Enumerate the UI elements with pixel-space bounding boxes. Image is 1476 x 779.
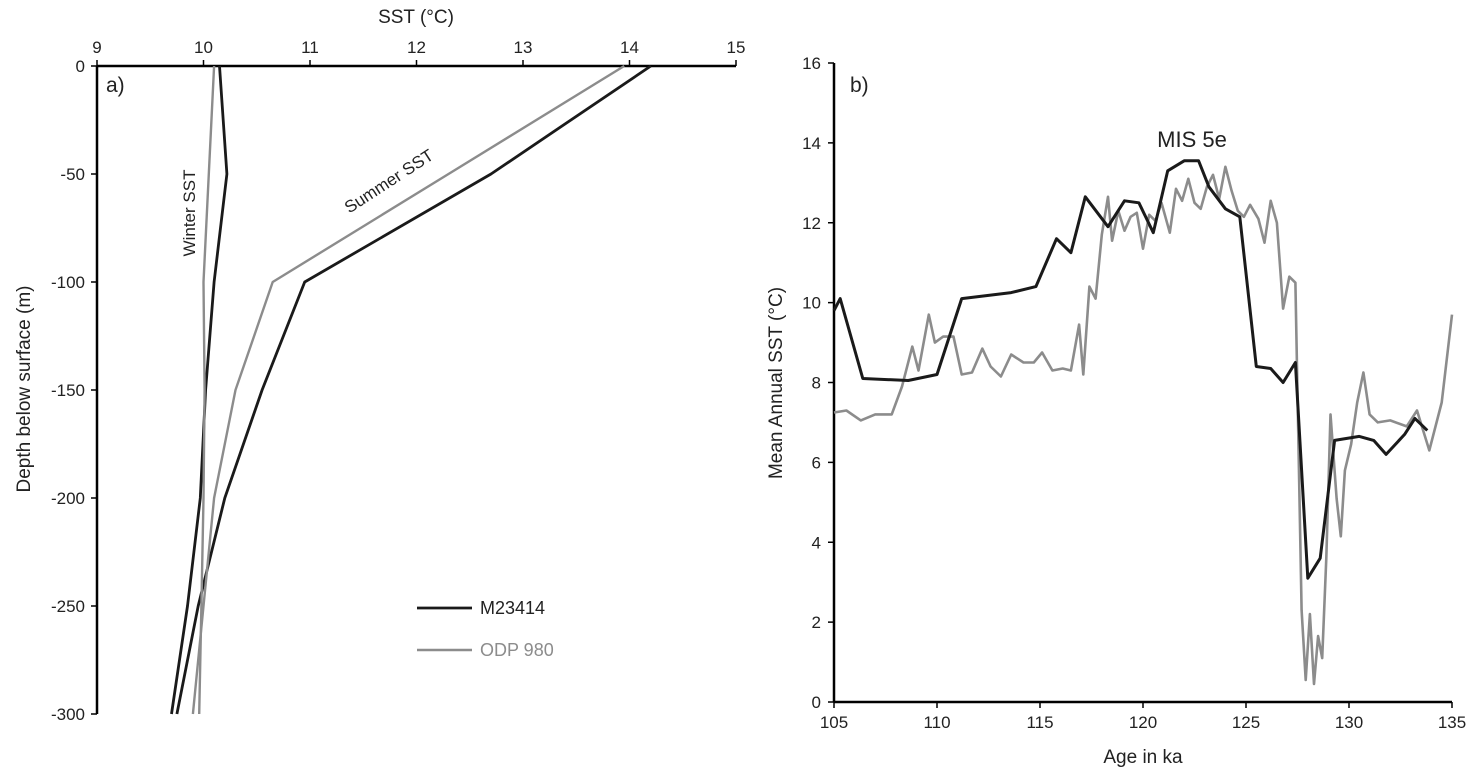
x-tick-label-a: 13 (514, 38, 533, 57)
panel-b-series (832, 159, 1454, 686)
x-tick-label-b: 135 (1438, 713, 1466, 732)
x-tick-label-a: 11 (301, 38, 319, 57)
x-tick-label-b: 110 (923, 713, 950, 732)
legend-label-m23414: M23414 (480, 598, 545, 618)
panel-a-axes: 9 10 11 12 13 14 15 0 -50 -100 -150 -200 -250 -300 (51, 38, 745, 724)
annotation-winter-sst: Winter SST (180, 170, 199, 257)
x-tick-label-b: 120 (1129, 713, 1157, 732)
series-line-m23414-summer-sst (175, 64, 652, 715)
x-tick-label-b: 125 (1232, 713, 1260, 732)
panel-b-time-series: 105 110 115 120 125 130 135 0 2 4 6 8 10 12 14 16 b) MI… (766, 54, 1466, 768)
panel-a-series (170, 64, 652, 715)
x-axis-title-a: SST (°C) (378, 7, 454, 28)
x-tick-label-a: 12 (407, 38, 426, 57)
series-line-m23414 (832, 159, 1429, 580)
series-line-odp980-winter-sst (198, 65, 216, 715)
y-tick-label-b: 12 (802, 214, 821, 233)
y-tick-label-a: -100 (51, 273, 85, 292)
x-tick-label-b: 115 (1026, 713, 1053, 732)
x-tick-label-a: 15 (727, 38, 746, 57)
x-tick-label-b: 105 (820, 713, 848, 732)
y-tick-label-b: 0 (812, 693, 821, 712)
y-tick-label-b: 2 (812, 613, 821, 632)
y-tick-label-b: 16 (802, 54, 821, 73)
x-tick-label-b: 130 (1335, 713, 1363, 732)
y-tick-label-b: 6 (812, 453, 821, 472)
x-axis-title-b: Age in ka (1103, 747, 1183, 768)
x-tick-label-a: 10 (194, 38, 213, 57)
y-axis-title-b: Mean Annual SST (°C) (766, 287, 787, 479)
y-tick-label-a: -150 (51, 381, 85, 400)
y-tick-label-b: 8 (812, 374, 821, 393)
x-tick-label-a: 14 (620, 38, 639, 57)
annotation-mis-5e: MIS 5e (1157, 127, 1227, 152)
y-tick-label-b: 14 (802, 134, 821, 153)
y-tick-label-b: 4 (812, 533, 821, 552)
panel-b-axes: 105 110 115 120 125 130 135 0 2 4 6 8 10 12 14 16 (802, 54, 1466, 732)
x-tick-label-a: 9 (92, 38, 101, 57)
y-tick-label-b: 10 (802, 294, 821, 313)
series-line-m23414-winter-sst (170, 65, 229, 715)
y-tick-label-a: -200 (51, 489, 85, 508)
panel-a-depth-profile: 9 10 11 12 13 14 15 0 -50 -100 -150 -200 -250 -300 a)… (14, 7, 745, 724)
y-tick-label-a: -300 (51, 705, 85, 724)
legend: M23414 ODP 980 (417, 598, 554, 660)
y-tick-label-a: -250 (51, 597, 85, 616)
annotation-summer-sst: Summer SST (341, 146, 437, 218)
panel-b-label: b) (850, 74, 869, 97)
panel-a-label: a) (106, 74, 125, 97)
series-line-odp980 (833, 165, 1454, 686)
y-tick-label-a: 0 (76, 57, 85, 76)
y-tick-label-a: -50 (60, 165, 85, 184)
y-axis-title-a: Depth below surface (m) (14, 286, 35, 493)
series-line-odp980-summer-sst (191, 64, 625, 715)
legend-label-odp980: ODP 980 (480, 640, 554, 660)
